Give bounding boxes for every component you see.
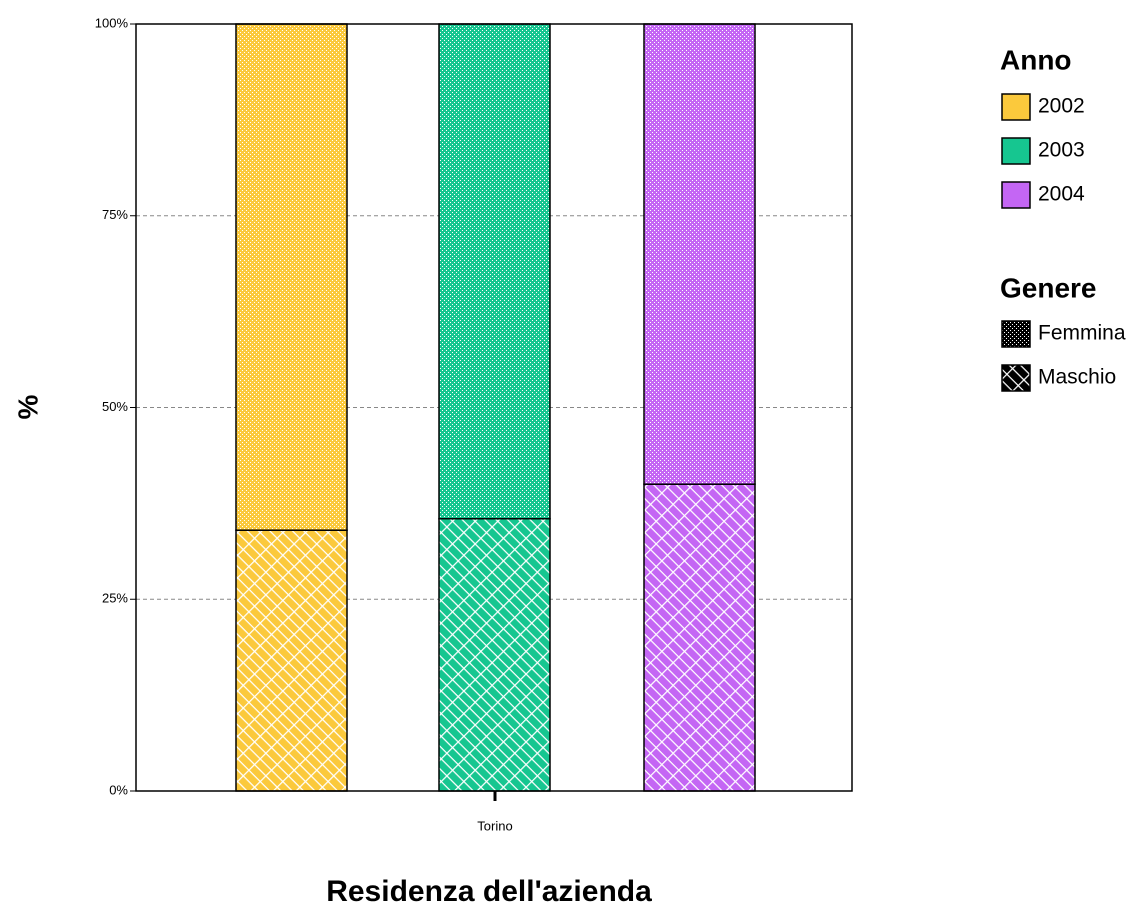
legend-swatch bbox=[1001, 364, 1031, 392]
legend-title: Genere bbox=[1000, 272, 1097, 303]
legend-title: Anno bbox=[1000, 44, 1072, 75]
x-tick-label: Torino bbox=[477, 818, 512, 833]
legend-swatch bbox=[1001, 93, 1031, 121]
y-axis-label: % bbox=[12, 394, 43, 419]
x-axis-label: Residenza dell'azienda bbox=[326, 875, 652, 908]
y-tick-label: 50% bbox=[102, 399, 128, 414]
bar-segment bbox=[438, 23, 551, 520]
y-tick-label: 25% bbox=[102, 591, 128, 606]
legend-label: 2002 bbox=[1038, 95, 1085, 118]
y-tick-label: 75% bbox=[102, 207, 128, 222]
legend-swatch bbox=[1001, 320, 1031, 348]
bar-segment bbox=[235, 529, 348, 792]
legend-label: 2004 bbox=[1038, 183, 1085, 206]
bar-segment bbox=[643, 483, 756, 792]
legend-label: 2003 bbox=[1038, 139, 1085, 162]
legend-label: Maschio bbox=[1038, 366, 1116, 389]
legend-swatch bbox=[1001, 181, 1031, 209]
bar-segment bbox=[643, 23, 756, 485]
legend-swatch bbox=[1001, 137, 1031, 165]
bar-segment bbox=[235, 23, 348, 531]
legend-label: Femmina bbox=[1038, 322, 1126, 345]
y-tick-label: 100% bbox=[95, 15, 129, 30]
y-tick-label: 0% bbox=[109, 782, 128, 797]
bar-segment bbox=[438, 517, 551, 792]
